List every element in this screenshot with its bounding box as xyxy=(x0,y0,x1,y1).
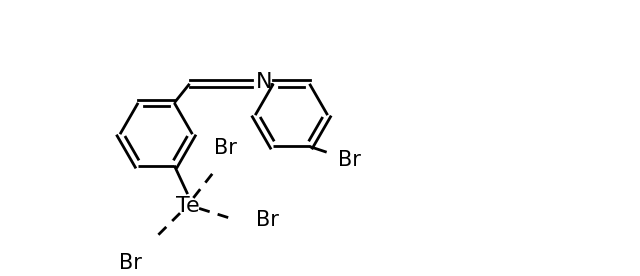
Text: N: N xyxy=(255,72,272,92)
Text: Br: Br xyxy=(256,210,279,230)
Text: Br: Br xyxy=(214,138,237,158)
Text: Te: Te xyxy=(176,195,200,216)
Text: Br: Br xyxy=(338,150,361,170)
Text: Br: Br xyxy=(119,253,142,273)
